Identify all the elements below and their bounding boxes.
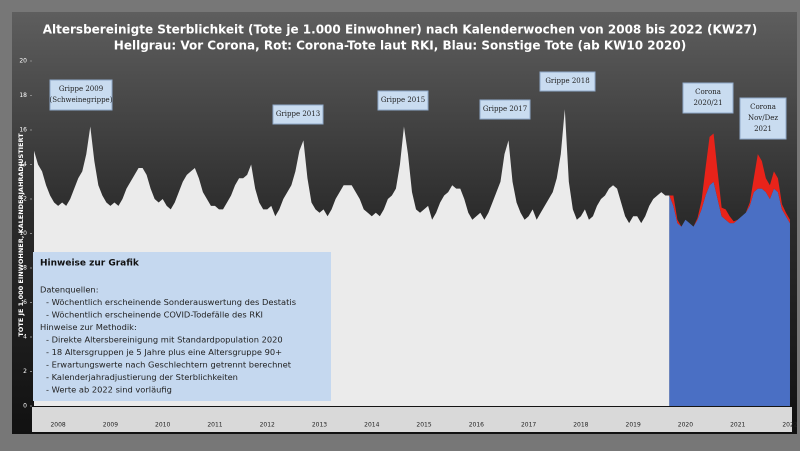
annotation-box (739, 97, 787, 140)
annotation-box (272, 104, 324, 125)
notes-line: - Kalenderjahradjustierung der Sterblich… (46, 372, 238, 382)
chart-subtitle: Hellgrau: Vor Corona, Rot: Corona-Tote l… (114, 39, 686, 53)
chart-title: Altersbereinigte Sterblichkeit (Tote je … (43, 23, 758, 37)
x-year-label: 2018 (573, 422, 588, 429)
annotation-text: (Schweinegrippe) (50, 96, 113, 104)
x-year-label: 2021 (730, 422, 745, 429)
x-year-label: 2016 (469, 422, 484, 429)
y-tick-label: 0 (23, 403, 27, 410)
y-tick-label: 16 (19, 127, 27, 134)
x-year-label: 2019 (626, 422, 641, 429)
y-tick-label: 6 (23, 299, 27, 306)
annotation-text: Corona (695, 88, 721, 96)
area-2 (669, 133, 790, 227)
y-tick-label: 12 (19, 196, 27, 203)
notes-line: - Wöchentlich erscheinende COVID-Todefäl… (46, 310, 263, 320)
annotation-text: Grippe 2009 (59, 85, 103, 93)
annotation-text: 2021 (754, 125, 772, 133)
annotation-box (479, 99, 531, 120)
x-year-label: 2020 (678, 422, 693, 429)
area-1 (669, 181, 790, 406)
x-year-label: 2013 (312, 422, 327, 429)
annotation-text: Grippe 2013 (276, 110, 320, 118)
annotation-text: Corona (750, 103, 776, 111)
annotation-box (539, 71, 596, 92)
x-year-label: 2022 (782, 422, 797, 429)
x-year-label: 2009 (103, 422, 118, 429)
notes-line: - 18 Altersgruppen je 5 Jahre plus eine … (46, 347, 282, 357)
y-tick-label: 10 (19, 230, 27, 237)
x-year-label: 2011 (207, 422, 222, 429)
annotation-text: Grippe 2018 (545, 77, 589, 85)
annotation-text: 2020/21 (693, 99, 722, 107)
y-tick-label: 20 (19, 58, 27, 65)
y-axis-label: TOTE JE 1.000 EINWOHNER, KALENDERJAHRADJ… (17, 133, 25, 337)
annotation-box (49, 79, 113, 111)
x-year-label: 2017 (521, 422, 536, 429)
x-axis-band (32, 407, 792, 432)
y-tick-label: 4 (23, 334, 27, 341)
x-year-label: 2008 (50, 422, 65, 429)
annotation-text: Grippe 2015 (381, 96, 425, 104)
y-tick-label: 2 (23, 368, 27, 375)
plot: 0 2 4 6 8 10 12 14 16 18 20 2008 2009 2010 2011 2012 201… (19, 58, 797, 429)
x-year-label: 2014 (364, 422, 379, 429)
x-year-label: 2015 (416, 422, 431, 429)
y-tick-label: 14 (19, 161, 27, 168)
y-tick-label: 8 (23, 265, 27, 272)
notes-box (33, 252, 331, 401)
notes-heading: Hinweise zur Grafik (40, 259, 140, 269)
notes-line: - Direkte Altersbereinigung mit Standard… (46, 335, 283, 345)
annotation-box (377, 90, 429, 111)
y-tick-label: 18 (19, 92, 27, 99)
x-year-label: 2012 (260, 422, 275, 429)
notes-line: - Wöchentlich erscheinende Sonderauswert… (46, 297, 296, 307)
notes-line: Datenquellen: (40, 285, 99, 295)
notes-line: - Werte ab 2022 sind vorläufig (46, 385, 172, 395)
annotation-text: Nov/Dez (748, 114, 778, 122)
annotation-text: Grippe 2017 (483, 105, 527, 113)
notes-line: Hinweise zur Methodik: (40, 322, 137, 332)
notes-line: - Erwartungswerte nach Geschlechtern get… (46, 360, 292, 370)
annotation-box (682, 82, 734, 114)
x-year-label: 2010 (155, 422, 170, 429)
